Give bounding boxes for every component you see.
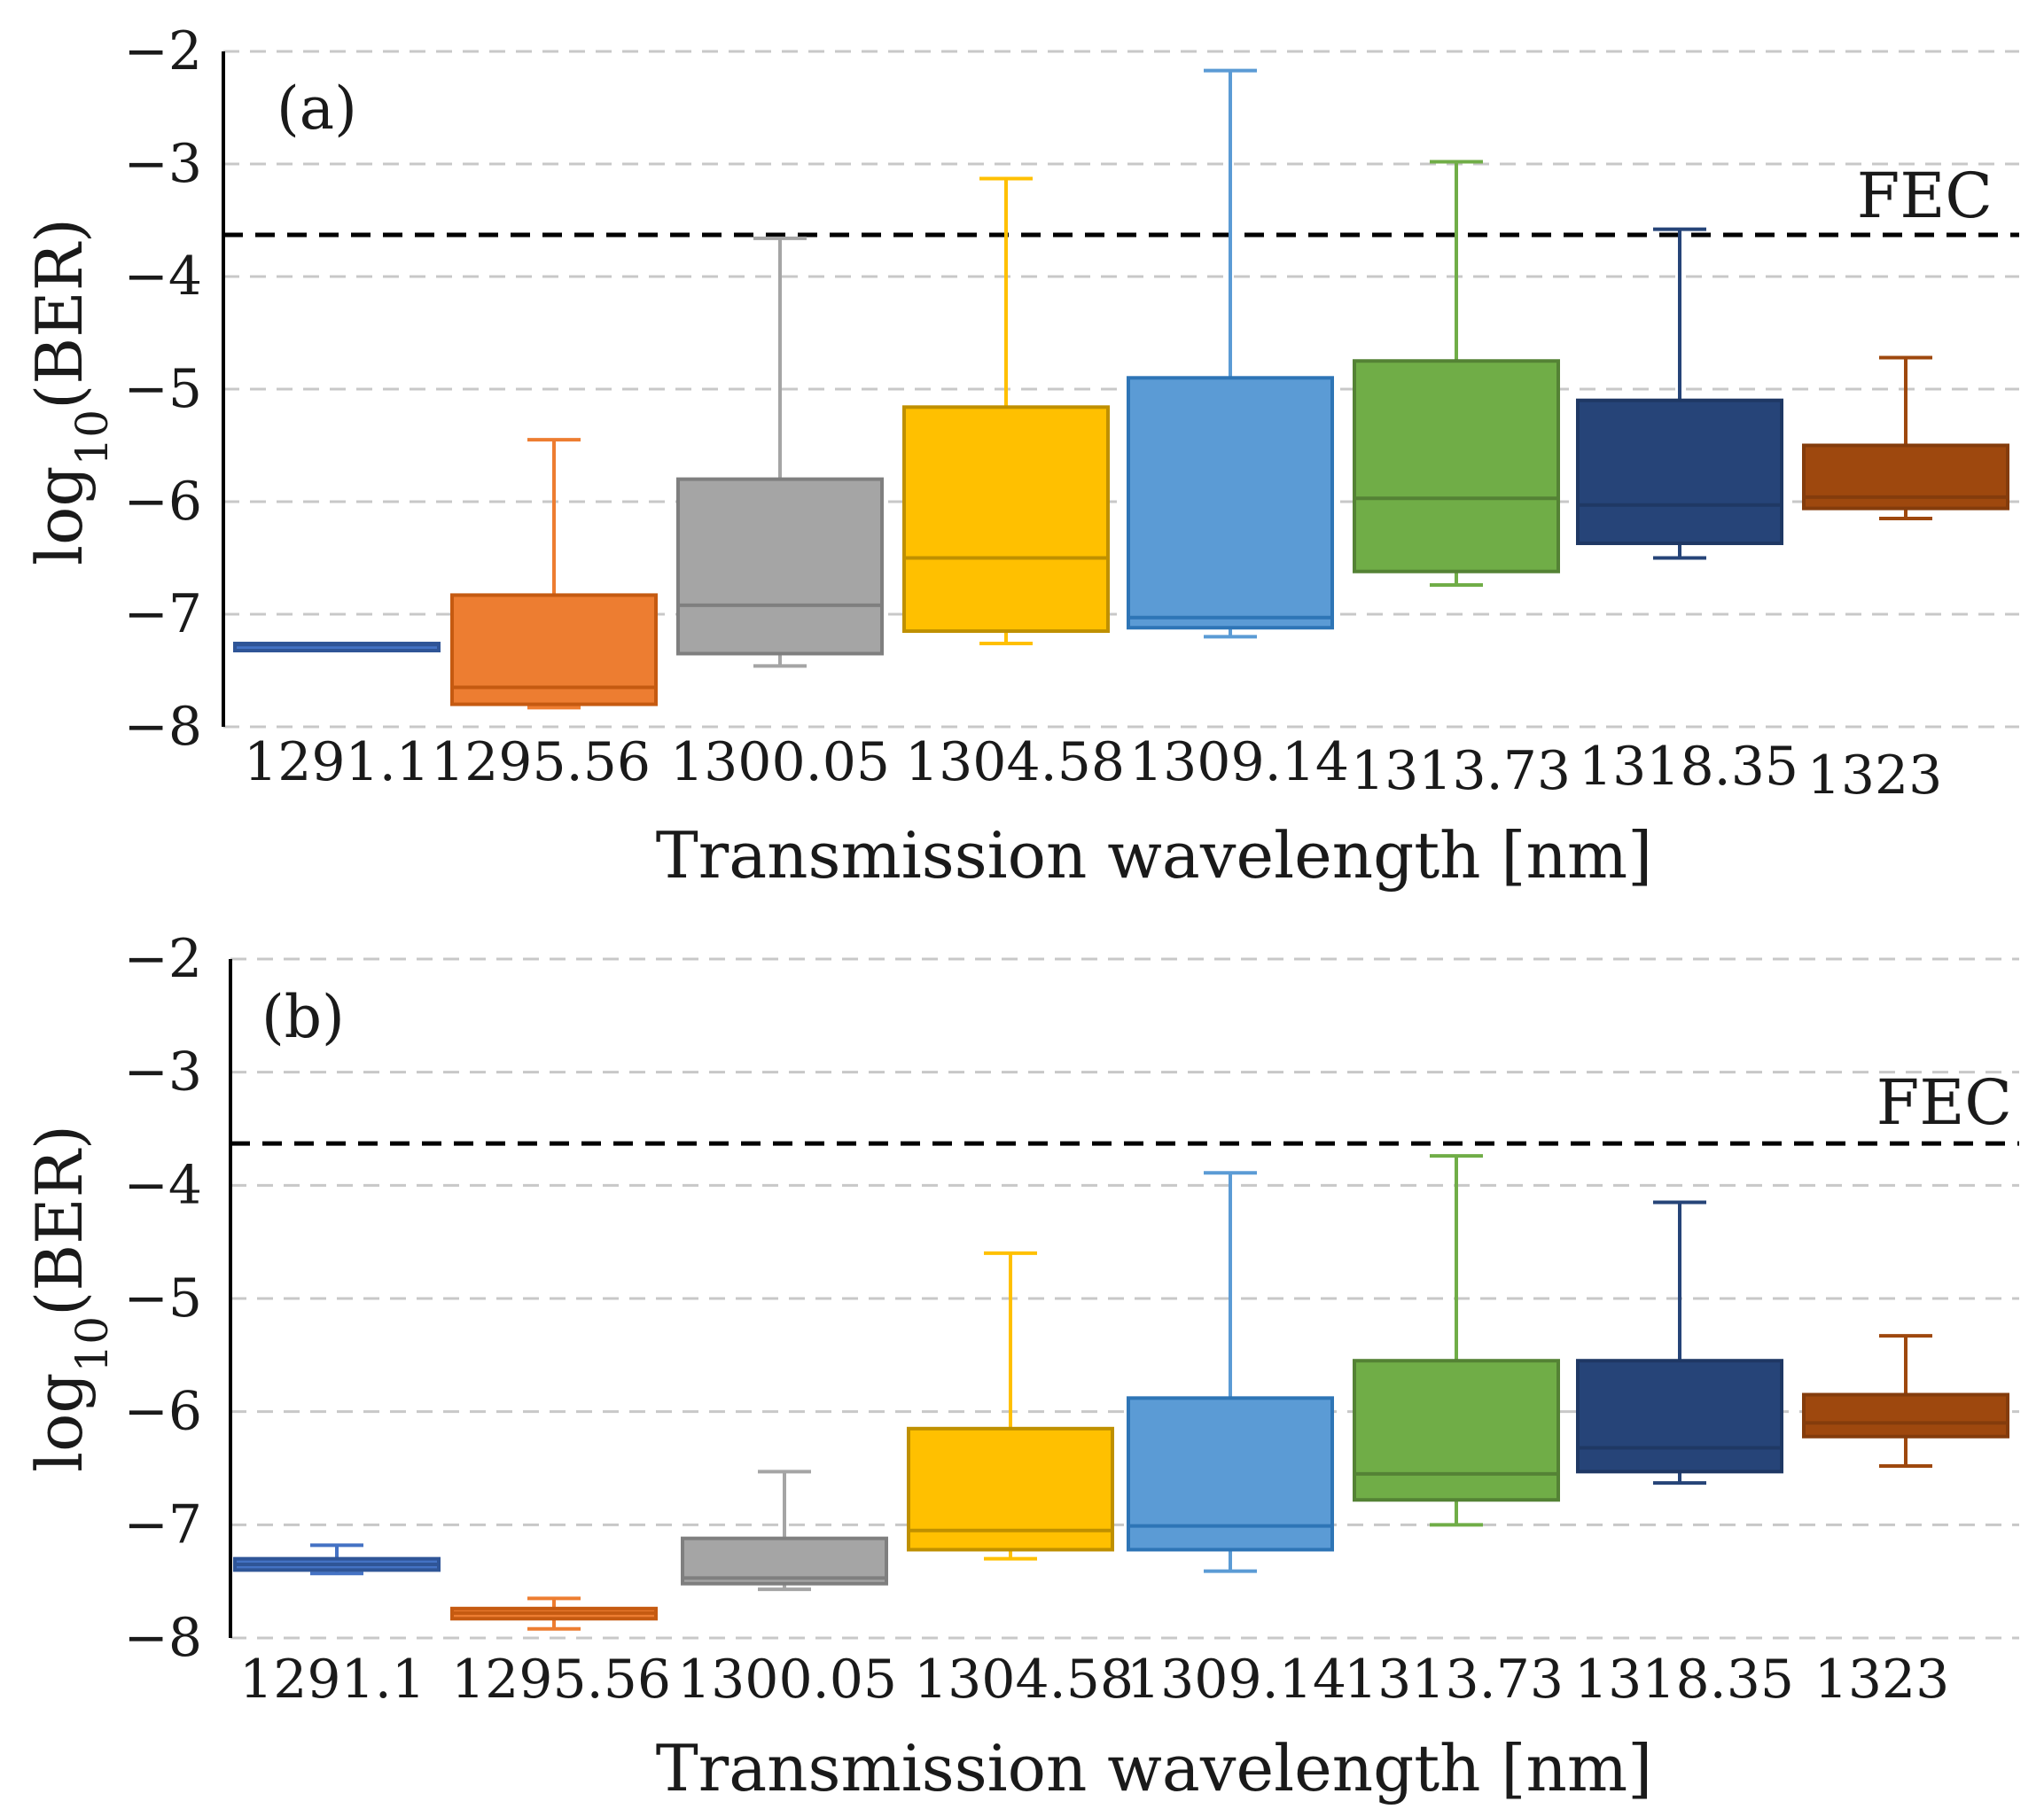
- x-tick-label: 1291.1: [239, 1649, 425, 1711]
- box-plot: [1127, 1171, 1334, 1573]
- box-body: [681, 1536, 888, 1586]
- box-plot: [681, 1470, 888, 1592]
- box-body: [1353, 359, 1560, 573]
- x-tick-label: 1318.35: [1579, 736, 1798, 798]
- x-tick-label: 1295.56: [451, 1649, 671, 1711]
- y-axis-title: log10(BER): [22, 1125, 118, 1472]
- x-tick-label: 1313.73: [1351, 740, 1571, 802]
- box-body: [902, 405, 1110, 634]
- x-tick-label: 1309.14: [1127, 1649, 1346, 1711]
- box-plot: [1576, 1200, 1783, 1486]
- x-axis-title: Transmission wavelength [nm]: [656, 818, 1652, 893]
- x-tick-label: 1309.14: [1129, 731, 1349, 793]
- box-plot: [1802, 1334, 2009, 1468]
- fec-label: FEC: [1857, 160, 1993, 232]
- y-tick-label: −6: [124, 471, 202, 533]
- box-body: [1576, 398, 1783, 545]
- y-tick-label: −3: [124, 1041, 202, 1103]
- y-axis-title-main: log: [22, 1373, 97, 1472]
- panel-label: (a): [277, 74, 357, 143]
- panel-a: (a) FEC Transmission wavelength [nm] log…: [22, 20, 2019, 893]
- y-tick-label: −4: [124, 1154, 202, 1216]
- box-plot: [450, 438, 658, 710]
- panel-label: (b): [261, 983, 345, 1051]
- box-plot: [1127, 68, 1334, 639]
- box-body: [1802, 443, 2009, 511]
- x-tick-label: 1304.58: [914, 1649, 1134, 1711]
- x-tick-label: 1323: [1807, 745, 1943, 807]
- box-body: [1353, 1359, 1560, 1502]
- y-tick-label: −3: [124, 133, 202, 195]
- x-tick-label: 1300.05: [677, 1649, 897, 1711]
- box-body: [1127, 376, 1334, 630]
- box-body: [1576, 1359, 1783, 1474]
- y-tick-label: −4: [124, 246, 202, 308]
- box-plot: [1576, 227, 1783, 560]
- box-plot: [1353, 1154, 1560, 1527]
- x-tick-label: 1291.1: [244, 731, 430, 793]
- box-plot: [1353, 160, 1560, 587]
- y-tick-label: −5: [124, 1267, 202, 1330]
- box-plot: [450, 1596, 658, 1631]
- y-axis-title-subscript: 10: [66, 1316, 118, 1373]
- box-plot: [233, 1543, 441, 1576]
- y-tick-label: −7: [124, 583, 202, 645]
- panel-b: (b) FEC Transmission wavelength [nm] log…: [22, 928, 2019, 1805]
- fec-label: FEC: [1876, 1066, 2012, 1139]
- box-plot: [907, 1251, 1114, 1561]
- box-plot: [233, 642, 441, 653]
- x-tick-label: 1318.35: [1574, 1649, 1794, 1711]
- y-axis-title-main: log: [22, 466, 97, 565]
- y-axis-title-tail: (BER): [22, 1125, 97, 1316]
- x-tick-label: 1295.56: [431, 731, 651, 793]
- y-axis-title: log10(BER): [22, 218, 118, 565]
- y-tick-label: −2: [124, 928, 202, 990]
- x-axis-title: Transmission wavelength [nm]: [656, 1731, 1652, 1805]
- y-tick-label: −5: [124, 358, 202, 420]
- x-tick-label: 1313.73: [1344, 1649, 1564, 1711]
- y-axis-title-tail: (BER): [22, 218, 97, 409]
- y-axis-title-subscript: 10: [66, 409, 118, 466]
- y-tick-label: −8: [124, 696, 202, 758]
- y-tick-label: −6: [124, 1381, 202, 1443]
- x-tick-label: 1300.05: [670, 731, 890, 793]
- y-tick-label: −2: [124, 20, 202, 82]
- x-tick-label: 1304.58: [905, 731, 1125, 793]
- x-tick-label: 1323: [1814, 1649, 1950, 1711]
- box-plot: [676, 236, 884, 668]
- box-body: [1802, 1392, 2009, 1439]
- box-plot: [902, 176, 1110, 646]
- y-tick-label: −8: [124, 1607, 202, 1669]
- box-body: [676, 477, 884, 656]
- box-plot: [1802, 355, 2009, 521]
- y-tick-label: −7: [124, 1493, 202, 1556]
